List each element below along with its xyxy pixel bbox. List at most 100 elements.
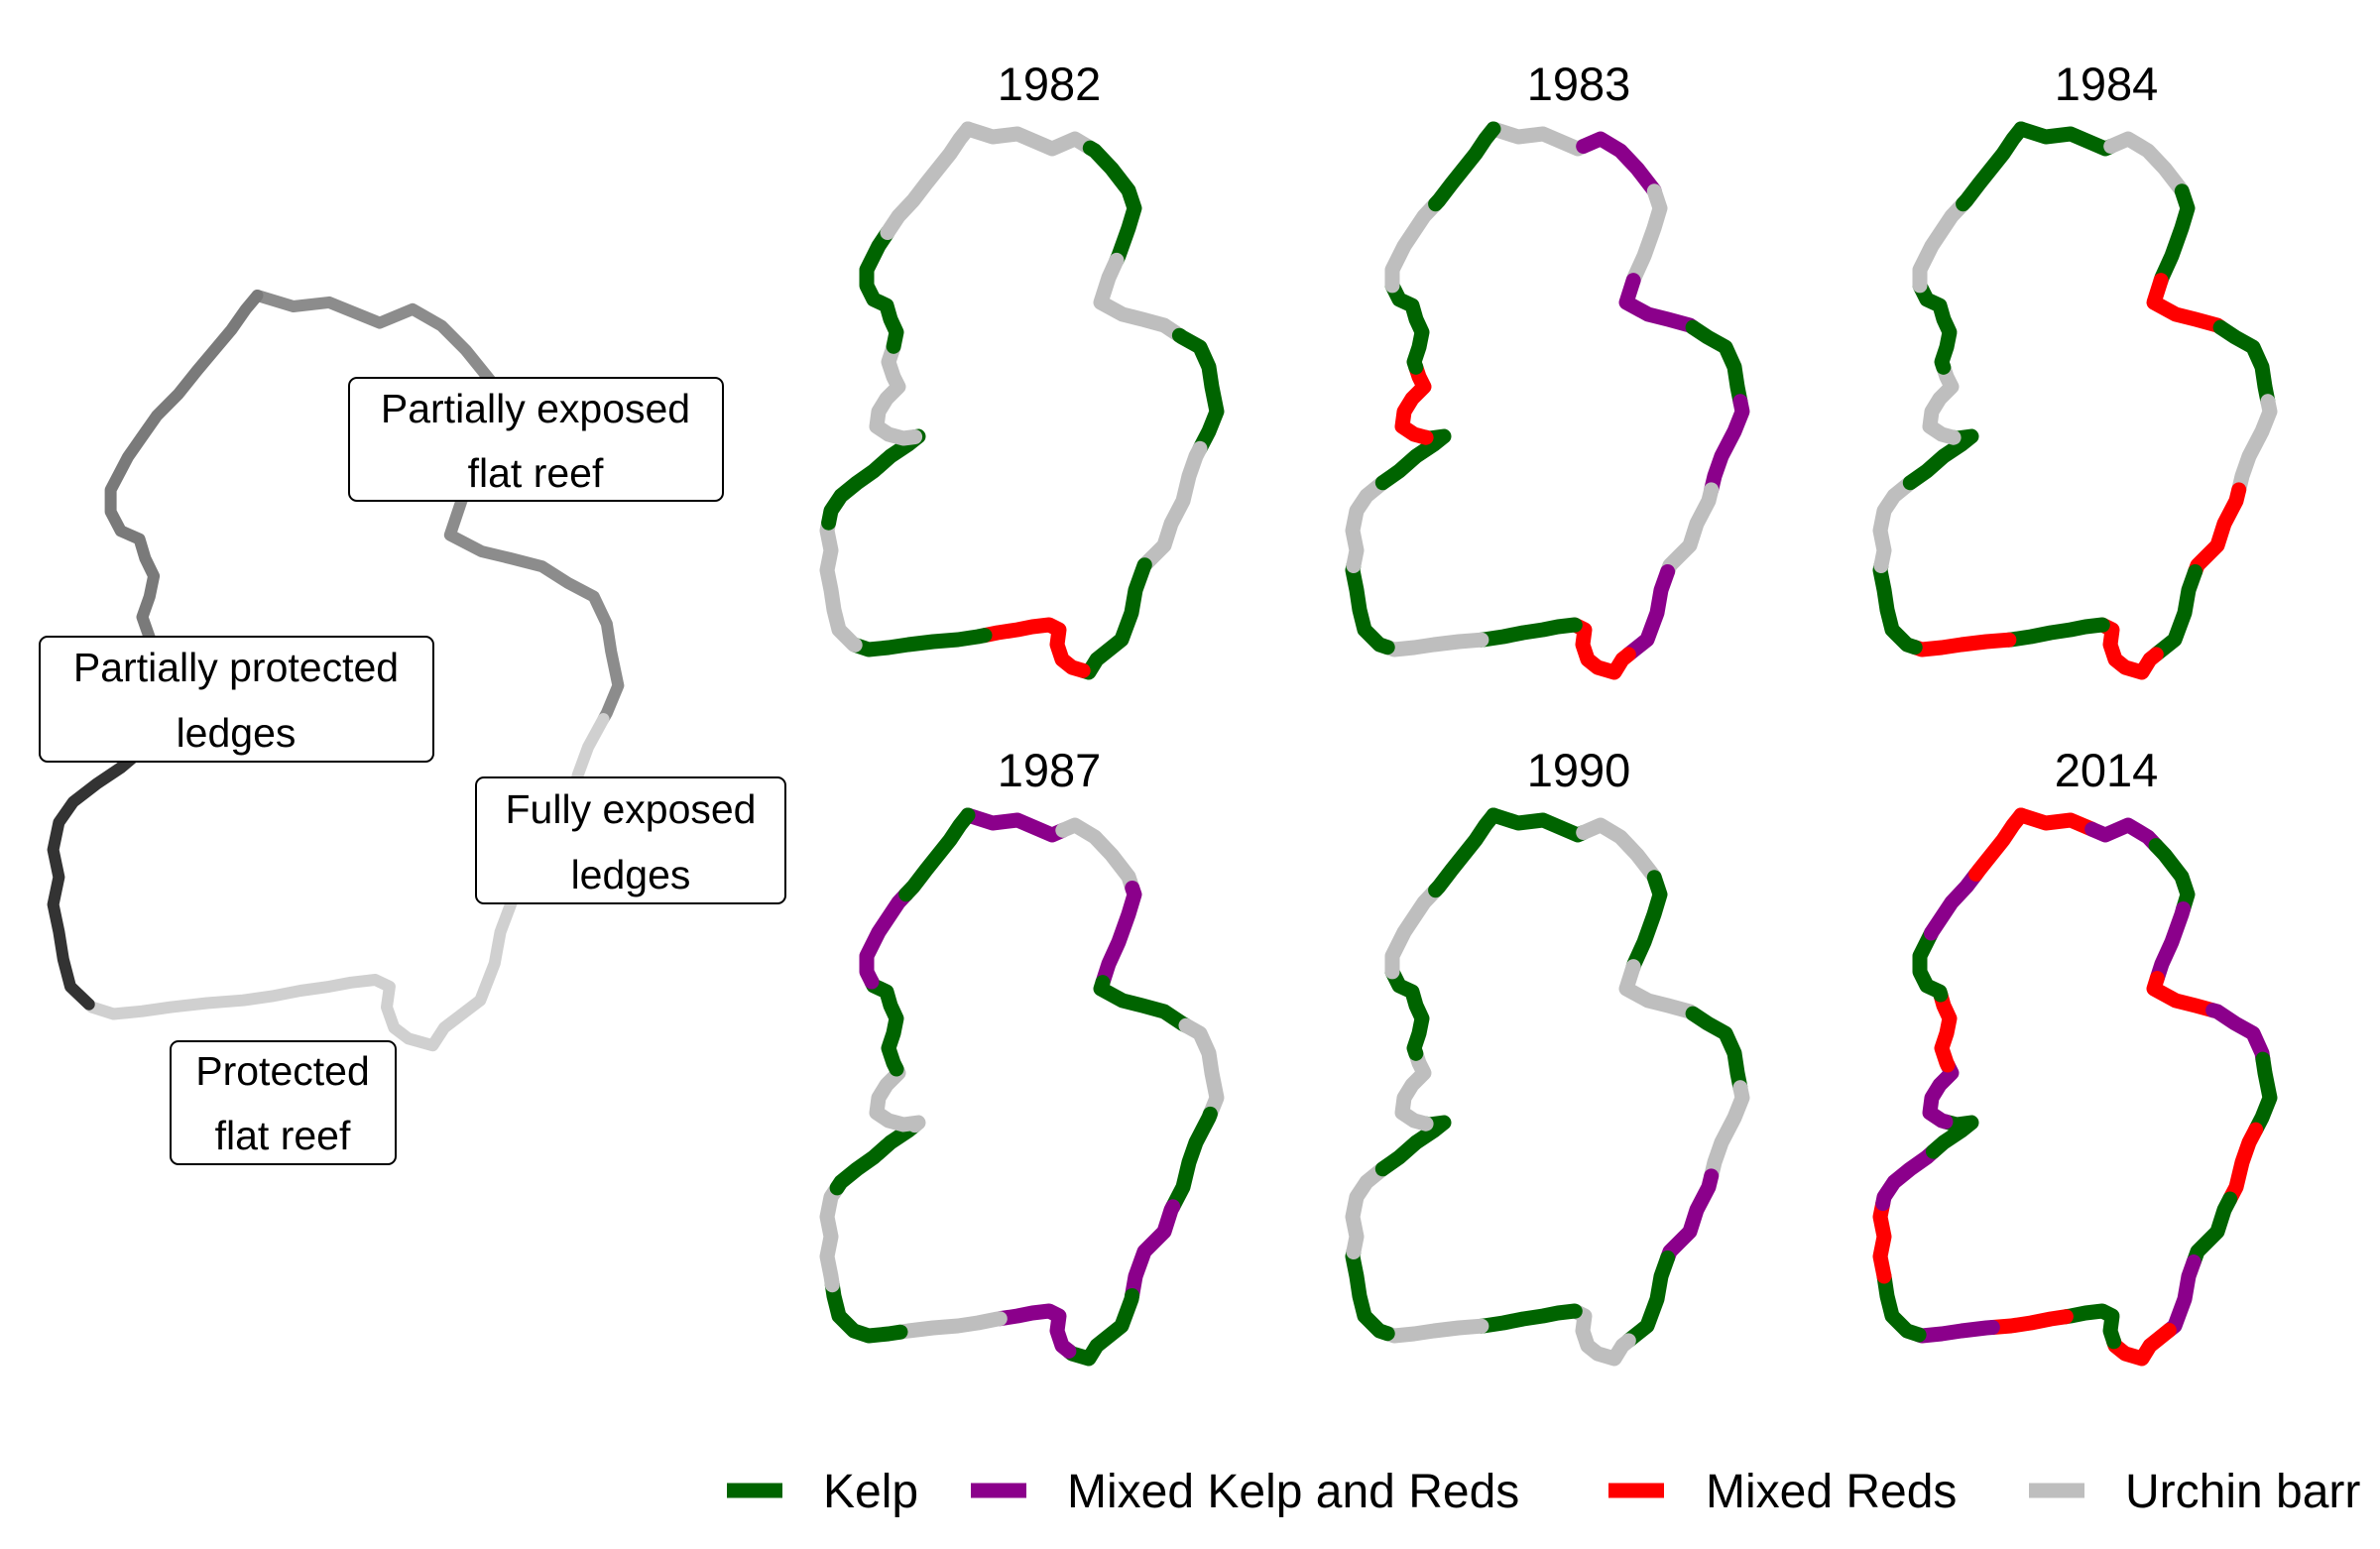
legend: Kelp Mixed Kelp and Reds Mixed Reds Urch… [727,1466,2360,1518]
label-line: Protected [195,1048,370,1094]
legend-item-mixed-reds: Mixed Reds [1608,1466,1957,1518]
coast-segment-mixed-kelp-reds [992,1303,1077,1359]
coast-segment-mixed-reds [2222,1122,2264,1207]
overview-map: Partially exposed flat reef Partially pr… [39,290,786,1165]
coast-segment-urchin [2231,394,2278,498]
coast-segment-mixed-kelp-reds [2084,817,2164,854]
label-fully-exposed-ledges: Fully exposed ledges [475,776,786,904]
coast-segment-kelp [1876,1268,1927,1343]
coast-segment-mixed-kelp-reds [1922,1057,1960,1130]
panel-title: 1987 [998,744,1102,796]
coast-segment-kelp [2212,319,2276,410]
panel-1983: 1983 [1345,58,1750,680]
panel-1982: 1982 [819,58,1225,680]
panel-title: 1990 [1527,744,1631,796]
label-line: ledges [571,852,691,897]
label-line: ledges [177,710,297,756]
panel-title: 1982 [998,58,1102,110]
legend-label: Mixed Kelp and Reds [1067,1466,1519,1518]
label-line: Fully exposed [506,786,757,832]
coast-segment-kelp [1912,925,1949,1003]
coast-segment-kelp [1428,807,1501,898]
coast-segment-urchin [960,121,1098,157]
coast-segment-urchin [1912,196,1971,294]
coast-segment-mixed-reds [1968,807,2029,882]
label-protected-flat-reef: Protected flat reef [170,1040,397,1165]
coast-segment-urchin [869,338,923,446]
label-line: flat reef [468,450,604,496]
coast-segment-urchin [1567,1303,1636,1367]
coast-segment-kelp [859,225,904,354]
coast-segment-mixed-reds [2094,617,2164,680]
coast-segment-urchin [1055,817,1140,895]
coast-segment-urchin [892,1311,1008,1340]
coast-segment-kelp [1165,1106,1218,1215]
coast-segment-mixed-kelp-reds [1095,881,1142,991]
coastline-1983 [1345,121,1750,680]
coast-segment-urchin [1178,1017,1225,1122]
label-partially-protected-ledges: Partially protected ledges [39,636,434,763]
coastline-1982 [819,121,1225,680]
overview-labels: Partially exposed flat reef Partially pr… [39,377,786,1165]
coast-segment-kelp [1956,121,2029,212]
coast-segment-kelp [2148,838,2196,916]
label-line: Partially exposed [381,386,690,431]
coast-segment-mixed-kelp-reds [1704,394,1750,498]
coast-segment-kelp [1685,1006,1748,1096]
legend-label: Urchin barr [2125,1466,2360,1518]
coastline-1990 [1345,807,1750,1367]
coast-segment-mixed-kelp-reds [960,807,1071,843]
coast-segment-kelp [1620,1251,1676,1349]
coast-segment-mixed-kelp-reds [859,887,914,990]
panel-1984: 1984 [1872,58,2278,680]
coast-segment-mixed-reds [2146,971,2221,1018]
coast-segment-mixed-kelp-reds [2149,901,2192,986]
panel-title: 1983 [1527,58,1631,110]
label-line: Partially protected [73,645,399,690]
coast-segment-urchin [1136,440,1208,573]
coastline-1984 [1872,121,2278,680]
panel-1990: 1990 [1345,744,1750,1367]
coast-segment-urchin [1384,883,1444,980]
coast-segment-mixed-kelp-reds [1924,867,1984,941]
panel-title: 1984 [2055,58,2159,110]
label-partially-exposed-flat-reef: Partially exposed flat reef [348,377,724,502]
coast-segment-kelp [864,974,904,1077]
coast-segment-mixed-reds [1567,617,1636,680]
panel-2014: 2014 [1872,744,2278,1367]
coast-segment-urchin [1394,1045,1434,1132]
coast-segment-kelp [1685,319,1748,410]
coast-segment-urchin [819,515,863,653]
coast-segment-urchin [880,121,976,240]
coast-segment-mixed-reds [2013,807,2100,837]
coast-segment-mixed-reds [977,617,1091,678]
coast-segment-mixed-reds [1933,987,1958,1073]
coast-segment-mixed-reds [1394,359,1434,445]
coast-segment-mixed-kelp-reds [1125,1199,1181,1303]
coastline-2014 [1872,807,2278,1367]
coast-segment-urchin [869,1061,926,1133]
coast-segment-kelp [1428,121,1501,212]
coast-segment-mixed-reds [1872,1196,1892,1284]
legend-label: Kelp [823,1466,918,1518]
coast-segment-urchin [1384,196,1444,294]
legend-item-kelp: Kelp [727,1466,918,1518]
panel-1987: 1987 [819,744,1225,1367]
coastline-1987 [819,807,1225,1367]
year-panels: 1982 1983 1984 1987 1990 2014 [819,58,2278,1367]
coast-segment-urchin [1704,1080,1750,1184]
coast-segment-mixed-reds [1984,1309,2074,1335]
coast-segment-kelp [824,1277,908,1344]
overview-coast-segment [104,290,264,661]
coast-segment-urchin [1093,252,1187,343]
coast-segment-urchin [819,1180,845,1293]
legend-label: Mixed Reds [1706,1466,1957,1518]
coast-segment-mixed-kelp-reds [1620,564,1676,662]
coast-segment-kelp [1082,140,1142,268]
coast-segment-kelp [2148,564,2203,662]
legend-item-mixed-kelp-and-reds: Mixed Kelp and Reds [971,1466,1519,1518]
coast-segment-kelp [898,807,976,902]
label-line: flat reef [215,1113,351,1158]
